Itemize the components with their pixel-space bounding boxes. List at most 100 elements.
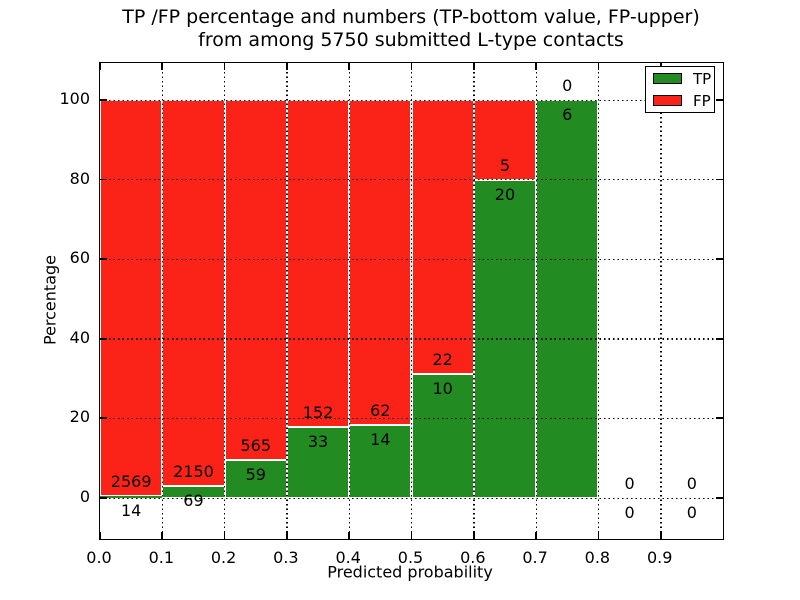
y-tick-right (716, 337, 723, 340)
tp-count-label: 33 (307, 431, 329, 451)
x-tick-top (286, 63, 288, 70)
y-tick-left (100, 178, 107, 181)
fp-count-label: 2150 (173, 461, 214, 481)
chart-title: TP /FP percentage and numbers (TP-bottom… (11, 6, 800, 52)
x-tick-bottom (99, 532, 101, 539)
x-tick-bottom (223, 532, 226, 539)
y-tick-label: 100 (59, 89, 90, 108)
fp-count-label: 62 (370, 400, 391, 420)
x-tick-top (223, 63, 226, 70)
tp-count-label: 69 (183, 490, 204, 510)
fp-count-label: 565 (240, 436, 272, 456)
tp-count-label: 14 (120, 500, 142, 520)
tp-bar (224, 460, 287, 498)
legend-label-tp: TP (693, 69, 712, 88)
x-gridline (411, 63, 413, 539)
y-tick-label: 40 (69, 327, 90, 347)
fp-count-label: 152 (302, 402, 334, 422)
fp-bar (286, 100, 350, 427)
x-tick-label: 0.8 (584, 548, 611, 567)
x-gridline (660, 63, 662, 539)
tp-bar (411, 373, 474, 498)
x-tick-top (161, 63, 164, 70)
x-tick-top (410, 63, 413, 70)
tp-count-label: 10 (432, 378, 453, 398)
fp-count-label: 5 (499, 155, 511, 175)
y-tick-right (716, 178, 723, 181)
legend-label-fp: FP (693, 91, 711, 110)
y-tick-right (716, 258, 723, 260)
y-tick-label: 60 (69, 248, 90, 268)
x-tick-top (348, 63, 351, 70)
y-tick-label: 20 (69, 407, 90, 427)
x-tick-label: 0.6 (460, 548, 486, 567)
fp-count-label: 0 (686, 474, 697, 493)
y-tick-left (100, 258, 107, 260)
x-gridline (161, 63, 164, 539)
fp-count-label: 0 (624, 474, 635, 493)
fp-swatch-icon (653, 95, 682, 106)
x-tick-bottom (472, 532, 475, 539)
x-tick-label: 0.1 (148, 548, 175, 567)
y-tick-right (716, 497, 723, 499)
plot-area: 2569 14 2150 69 565 59 152 33 62 14 22 10 5 20 0 6 0 0 0 0 (99, 62, 724, 540)
x-tick-top (472, 63, 475, 70)
chart-title-line1: TP /FP percentage and numbers (TP-bottom… (122, 6, 700, 28)
y-tick-left (100, 337, 107, 340)
fp-bar (224, 100, 287, 461)
x-tick-label: 0.2 (210, 548, 237, 567)
tp-count-label: 14 (370, 429, 391, 449)
fp-bar (100, 100, 163, 496)
y-tick-label: 0 (79, 487, 90, 506)
x-tick-label: 0.9 (646, 548, 673, 567)
x-tick-top (99, 63, 101, 70)
tp-count-label: 59 (245, 465, 266, 485)
fp-bar (349, 100, 412, 425)
tp-bar (536, 100, 599, 498)
tp-count-label: 6 (562, 105, 573, 124)
x-tick-label: 0.7 (522, 548, 548, 567)
chart-title-line2: from among 5750 submitted L-type contact… (198, 29, 624, 51)
x-tick-bottom (535, 532, 537, 539)
fp-count-label: 22 (432, 349, 453, 369)
x-tick-label: 0.0 (86, 548, 112, 567)
tp-bar (286, 426, 350, 498)
x-gridline (535, 63, 537, 539)
tp-bar (100, 495, 163, 498)
x-gridline (597, 63, 600, 539)
fp-bar (473, 100, 537, 180)
fp-bar (411, 100, 474, 374)
x-tick-top (535, 63, 537, 70)
tp-count-label: 0 (686, 503, 697, 522)
y-tick-left (100, 417, 107, 420)
x-axis-label: Predicted probability (327, 562, 493, 582)
y-tick-label: 80 (69, 168, 90, 188)
x-tick-bottom (659, 532, 662, 539)
tp-count-label: 0 (624, 503, 635, 522)
x-tick-label: 0.4 (335, 548, 361, 567)
x-tick-bottom (410, 532, 413, 539)
x-tick-bottom (286, 532, 288, 539)
y-tick-right (716, 417, 723, 420)
y-tick-left (100, 99, 107, 101)
x-tick-label: 0.5 (397, 548, 424, 567)
legend-item-tp: TP (646, 70, 714, 88)
x-tick-bottom (161, 532, 164, 539)
x-gridline (224, 63, 226, 539)
x-gridline (473, 63, 475, 539)
x-gridline (348, 63, 351, 539)
x-tick-label: 0.3 (273, 548, 299, 567)
x-tick-bottom (348, 532, 351, 539)
tp-bar (349, 424, 412, 498)
tp-swatch-icon (653, 73, 682, 84)
x-tick-top (597, 63, 600, 70)
y-tick-left (100, 497, 107, 499)
fp-bar (162, 100, 225, 486)
fp-count-label: 0 (562, 76, 573, 95)
legend-item-fp: FP (646, 92, 714, 110)
tp-count-label: 20 (494, 184, 516, 204)
y-tick-right (716, 99, 723, 101)
legend: TP FP (645, 66, 715, 113)
fp-count-label: 2569 (110, 471, 152, 491)
